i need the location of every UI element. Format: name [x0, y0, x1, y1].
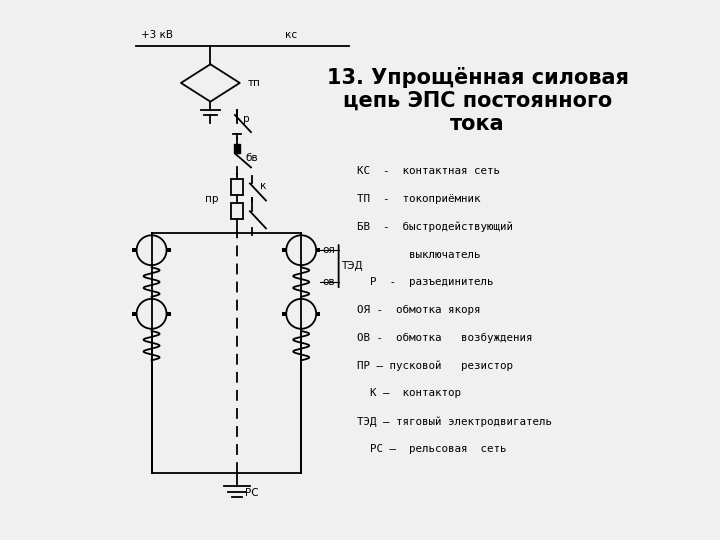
Bar	[132, 312, 137, 316]
Text: ОЯ -  обмотка якоря: ОЯ - обмотка якоря	[357, 305, 481, 315]
Text: РС –  рельсовая  сеть: РС – рельсовая сеть	[357, 444, 507, 454]
Text: БВ  -  быстродействующий: БВ - быстродействующий	[357, 221, 513, 232]
Text: +3 кВ: +3 кВ	[141, 30, 173, 40]
Text: ТЭД: ТЭД	[341, 261, 363, 271]
Text: ОВ -  обмотка   возбуждения: ОВ - обмотка возбуждения	[357, 333, 533, 343]
Text: ТЭД – тяговый электродвигатель: ТЭД – тяговый электродвигатель	[357, 416, 552, 427]
Text: ов: ов	[323, 277, 336, 287]
Text: КС  -  контактная сеть: КС - контактная сеть	[357, 166, 500, 176]
Bar	[231, 179, 243, 195]
Text: тп: тп	[248, 78, 261, 88]
Text: К –  контактор: К – контактор	[357, 388, 462, 399]
Text: выключатель: выключатель	[357, 249, 481, 260]
Bar	[231, 203, 243, 219]
Text: р: р	[243, 114, 250, 124]
Text: кс: кс	[285, 30, 297, 40]
Bar	[282, 248, 287, 252]
Bar	[316, 312, 320, 316]
Text: РС: РС	[245, 488, 258, 498]
Text: ПР – пусковой   резистор: ПР – пусковой резистор	[357, 360, 513, 371]
Bar	[166, 312, 171, 316]
Text: оя: оя	[323, 245, 336, 255]
Text: 13. Упрощённая силовая
цепь ЭПС постоянного
тока: 13. Упрощённая силовая цепь ЭПС постоянн…	[327, 67, 629, 134]
Text: Р  -  разъединитель: Р - разъединитель	[357, 278, 494, 287]
Text: бв: бв	[245, 153, 258, 163]
Bar	[282, 312, 287, 316]
Text: пр: пр	[205, 194, 218, 204]
Polygon shape	[234, 144, 240, 153]
Text: к: к	[259, 181, 266, 191]
Bar	[132, 248, 137, 252]
Bar	[316, 248, 320, 252]
Bar	[166, 248, 171, 252]
Text: ТП  -  токоприёмник: ТП - токоприёмник	[357, 194, 481, 204]
